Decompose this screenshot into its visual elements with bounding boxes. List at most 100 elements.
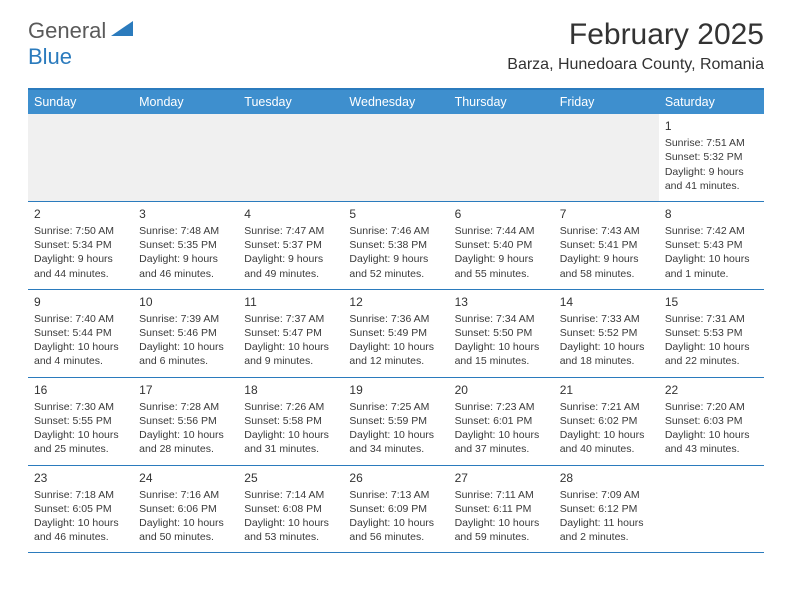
daylight-line: Daylight: 10 hours and 31 minutes. [244, 428, 337, 456]
daylight-line: Daylight: 10 hours and 18 minutes. [560, 340, 653, 368]
calendar-cell: 7Sunrise: 7:43 AMSunset: 5:41 PMDaylight… [554, 202, 659, 289]
sunset-line: Sunset: 5:50 PM [455, 326, 548, 340]
calendar-cell-empty [449, 114, 554, 201]
day-number: 25 [244, 470, 337, 486]
calendar-cell: 6 Sunrise: 7:44 AMSunset: 5:40 PMDaylight… [449, 202, 554, 289]
weeks-container: 1Sunrise: 7:51 AMSunset: 5:32 PMDaylight… [28, 114, 764, 553]
header: General February 2025 Barza, Hunedoara C… [0, 0, 792, 80]
sunset-line: Sunset: 5:43 PM [665, 238, 758, 252]
sunrise-line: Sunrise: 7:48 AM [139, 224, 232, 238]
calendar-cell: 20Sunrise: 7:23 AMSunset: 6:01 PMDayligh… [449, 378, 554, 465]
calendar-cell-empty [659, 466, 764, 553]
daylight-line: Daylight: 9 hours and 55 minutes. [455, 252, 548, 280]
sunset-line: Sunset: 6:11 PM [455, 502, 548, 516]
day-header-row: SundayMondayTuesdayWednesdayThursdayFrid… [28, 90, 764, 114]
calendar-cell: 14 Sunrise: 7:33 AMSunset: 5:52 PMDayligh… [554, 290, 659, 377]
sunset-line: Sunset: 5:55 PM [34, 414, 127, 428]
daylight-line: Daylight: 10 hours and 53 minutes. [244, 516, 337, 544]
sunrise-line: Sunrise: 7:40 AM [34, 312, 127, 326]
calendar-cell: 9Sunrise: 7:40 AMSunset: 5:44 PMDaylight… [28, 290, 133, 377]
calendar-cell: 4Sunrise: 7:47 AMSunset: 5:37 PMDaylight… [238, 202, 343, 289]
calendar-cell: 1Sunrise: 7:51 AMSunset: 5:32 PMDaylight… [659, 114, 764, 201]
day-number: 24 [139, 470, 232, 486]
sunset-line: Sunset: 6:12 PM [560, 502, 653, 516]
day-number: 18 [244, 382, 337, 398]
sunrise-line: Sunrise: 7:09 AM [560, 488, 653, 502]
sunrise-line: Sunrise: 7:26 AM [244, 400, 337, 414]
sunset-line: Sunset: 5:58 PM [244, 414, 337, 428]
day-number: 7 [560, 206, 653, 222]
sunset-line: Sunset: 6:08 PM [244, 502, 337, 516]
day-number: 11 [244, 294, 337, 310]
sunrise-line: Sunrise: 7:43 AM [560, 224, 653, 238]
week-row: 23Sunrise: 7:18 AMSunset: 6:05 PMDayligh… [28, 466, 764, 554]
daylight-line: Daylight: 10 hours and 15 minutes. [455, 340, 548, 368]
sunset-line: Sunset: 5:38 PM [349, 238, 442, 252]
sunrise-line: Sunrise: 7:21 AM [560, 400, 653, 414]
sunrise-line: Sunrise: 7:37 AM [244, 312, 337, 326]
calendar-cell: 13Sunrise: 7:34 AMSunset: 5:50 PMDayligh… [449, 290, 554, 377]
sunset-line: Sunset: 6:01 PM [455, 414, 548, 428]
day-number: 4 [244, 206, 337, 222]
sunset-line: Sunset: 5:40 PM [455, 238, 548, 252]
sunrise-line: Sunrise: 7:50 AM [34, 224, 127, 238]
day-number: 9 [34, 294, 127, 310]
calendar: SundayMondayTuesdayWednesdayThursdayFrid… [28, 88, 764, 553]
calendar-cell: 28Sunrise: 7:09 AMSunset: 6:12 PMDayligh… [554, 466, 659, 553]
calendar-cell: 25Sunrise: 7:14 AMSunset: 6:08 PMDayligh… [238, 466, 343, 553]
week-row: 9Sunrise: 7:40 AMSunset: 5:44 PMDaylight… [28, 290, 764, 378]
sunrise-line: Sunrise: 7:46 AM [349, 224, 442, 238]
calendar-cell: 15Sunrise: 7:31 AMSunset: 5:53 PMDayligh… [659, 290, 764, 377]
sunrise-line: Sunrise: 7:42 AM [665, 224, 758, 238]
daylight-line: Daylight: 10 hours and 59 minutes. [455, 516, 548, 544]
title-block: February 2025 Barza, Hunedoara County, R… [507, 18, 764, 74]
week-row: 2Sunrise: 7:50 AMSunset: 5:34 PMDaylight… [28, 202, 764, 290]
day-header: Tuesday [238, 90, 343, 114]
daylight-line: Daylight: 9 hours and 49 minutes. [244, 252, 337, 280]
daylight-line: Daylight: 10 hours and 40 minutes. [560, 428, 653, 456]
daylight-line: Daylight: 10 hours and 34 minutes. [349, 428, 442, 456]
calendar-cell-empty [28, 114, 133, 201]
sunset-line: Sunset: 5:47 PM [244, 326, 337, 340]
day-header: Saturday [659, 90, 764, 114]
sunset-line: Sunset: 5:59 PM [349, 414, 442, 428]
calendar-cell-empty [238, 114, 343, 201]
sunset-line: Sunset: 5:32 PM [665, 150, 758, 164]
calendar-cell: 8Sunrise: 7:42 AMSunset: 5:43 PMDaylight… [659, 202, 764, 289]
day-number: 23 [34, 470, 127, 486]
logo-text-general: General [28, 18, 106, 44]
sunrise-line: Sunrise: 7:33 AM [560, 312, 653, 326]
daylight-line: Daylight: 9 hours and 52 minutes. [349, 252, 442, 280]
sunset-line: Sunset: 5:41 PM [560, 238, 653, 252]
day-number: 10 [139, 294, 232, 310]
calendar-cell: 18 Sunrise: 7:26 AMSunset: 5:58 PMDayligh… [238, 378, 343, 465]
sunset-line: Sunset: 5:34 PM [34, 238, 127, 252]
sunrise-line: Sunrise: 7:44 AM [455, 224, 548, 238]
sunset-line: Sunset: 5:35 PM [139, 238, 232, 252]
calendar-cell: 24Sunrise: 7:16 AMSunset: 6:06 PMDayligh… [133, 466, 238, 553]
calendar-cell: 21Sunrise: 7:21 AMSunset: 6:02 PMDayligh… [554, 378, 659, 465]
daylight-line: Daylight: 10 hours and 50 minutes. [139, 516, 232, 544]
sunrise-line: Sunrise: 7:34 AM [455, 312, 548, 326]
sunset-line: Sunset: 5:52 PM [560, 326, 653, 340]
calendar-cell: 17Sunrise: 7:28 AMSunset: 5:56 PMDayligh… [133, 378, 238, 465]
daylight-line: Daylight: 9 hours and 41 minutes. [665, 165, 758, 193]
sunset-line: Sunset: 6:09 PM [349, 502, 442, 516]
daylight-line: Daylight: 10 hours and 9 minutes. [244, 340, 337, 368]
sunrise-line: Sunrise: 7:31 AM [665, 312, 758, 326]
day-number: 12 [349, 294, 442, 310]
day-number: 21 [560, 382, 653, 398]
sunrise-line: Sunrise: 7:20 AM [665, 400, 758, 414]
calendar-cell: 10Sunrise: 7:39 AMSunset: 5:46 PMDayligh… [133, 290, 238, 377]
day-number: 28 [560, 470, 653, 486]
day-number: 6 [455, 206, 548, 222]
day-number: 19 [349, 382, 442, 398]
sunrise-line: Sunrise: 7:25 AM [349, 400, 442, 414]
day-number: 14 [560, 294, 653, 310]
logo-text-blue: Blue [28, 44, 72, 69]
day-header: Monday [133, 90, 238, 114]
sunset-line: Sunset: 5:37 PM [244, 238, 337, 252]
daylight-line: Daylight: 10 hours and 4 minutes. [34, 340, 127, 368]
logo-triangle-icon [111, 20, 133, 43]
day-number: 26 [349, 470, 442, 486]
